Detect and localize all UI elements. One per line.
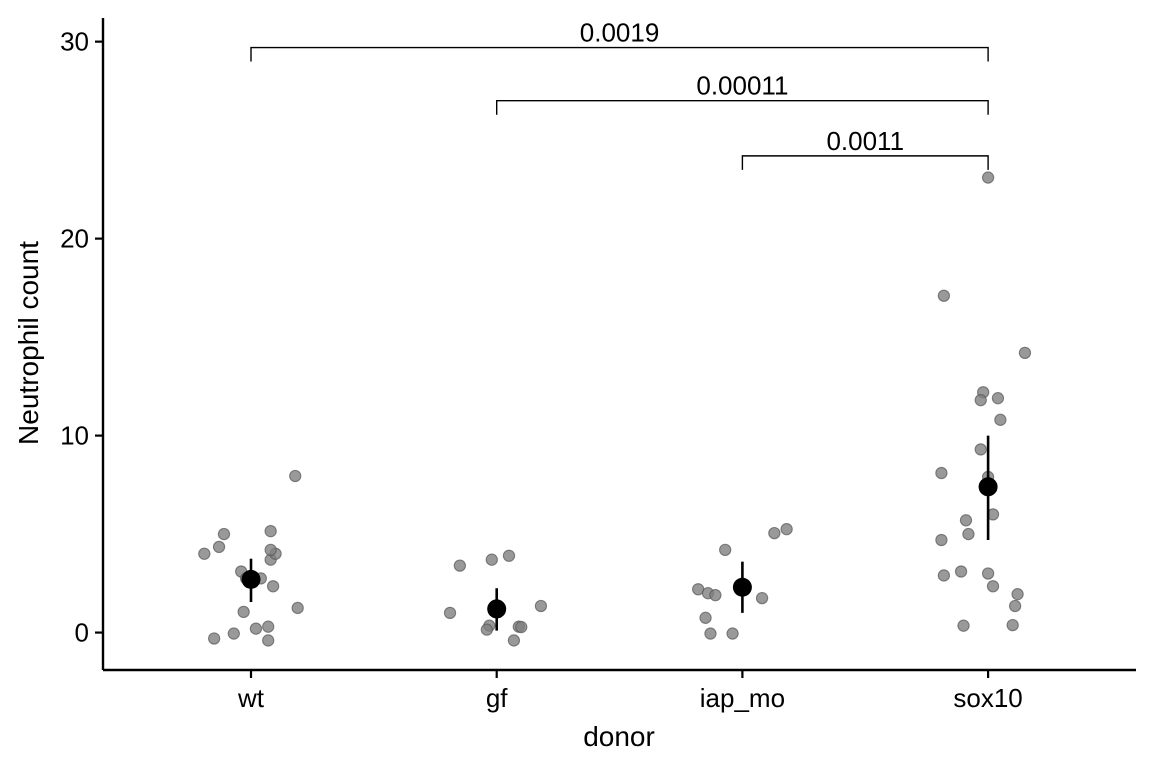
data-point: [249, 622, 263, 635]
data-point: [935, 466, 948, 480]
summary-markers: [241, 435, 998, 631]
y-axis-title: Neutrophil count: [13, 241, 44, 445]
data-point: [954, 565, 968, 578]
x-tick-label: gf: [486, 683, 508, 713]
x-tick-label: wt: [237, 683, 265, 713]
data-point: [780, 523, 793, 536]
data-point: [959, 514, 973, 527]
comparison-brackets: 0.0019 0.00011 0.0011: [250, 18, 989, 170]
data-point: [480, 623, 494, 636]
y-tick-label: 0: [75, 618, 89, 648]
data-point: [453, 559, 466, 572]
data-point: [264, 543, 277, 556]
data-point: [981, 171, 995, 184]
y-axis-ticks: 0 10 20 30: [60, 27, 103, 648]
mean-point: [487, 599, 507, 619]
data-point: [217, 527, 231, 541]
data-point: [699, 611, 712, 624]
data-point: [994, 413, 1007, 426]
data-point: [991, 392, 1005, 405]
data-point: [1008, 599, 1022, 613]
data-point: [291, 601, 304, 615]
data-point: [207, 632, 221, 645]
mean-point: [732, 577, 752, 597]
data-point: [443, 606, 457, 620]
p-value-label: 0.0019: [580, 18, 660, 48]
data-point: [264, 524, 277, 538]
data-point: [937, 569, 951, 582]
data-point: [266, 580, 280, 593]
mean-point: [241, 569, 261, 589]
data-point: [937, 289, 951, 302]
data-point: [507, 634, 521, 647]
x-tick-label: sox10: [953, 683, 1022, 713]
data-point: [957, 619, 970, 632]
data-point: [515, 620, 528, 634]
p-value-label: 0.0011: [826, 126, 904, 156]
data-point: [212, 540, 226, 554]
y-tick-label: 10: [60, 421, 89, 451]
comparison-bracket: [250, 46, 989, 62]
data-point: [502, 549, 516, 562]
data-point: [262, 634, 275, 647]
y-tick-label: 30: [60, 27, 89, 57]
p-value-label: 0.00011: [696, 71, 788, 101]
data-point: [485, 553, 498, 566]
data-point: [289, 469, 302, 483]
comparison-bracket: [741, 155, 989, 170]
data-point: [726, 627, 739, 640]
mean-point: [978, 477, 998, 497]
data-point: [709, 588, 722, 602]
data-point: [262, 620, 275, 633]
data-point: [768, 526, 781, 540]
data-point: [719, 543, 732, 556]
data-point: [237, 605, 250, 619]
x-axis-ticks: wt gf iap_mo sox10: [237, 670, 1023, 713]
x-axis-title: donor: [583, 721, 655, 752]
data-point: [974, 443, 987, 456]
data-point: [534, 599, 548, 613]
axes: 0 10 20 30 wt gf iap_mo sox10: [60, 18, 1136, 713]
data-point: [1006, 618, 1019, 632]
data-point: [755, 591, 769, 605]
data-point: [198, 547, 211, 560]
data-point: [704, 627, 717, 640]
data-point: [227, 627, 240, 640]
data-point: [1011, 588, 1024, 601]
comparison-bracket: [496, 100, 989, 115]
data-points: [198, 171, 1032, 647]
x-tick-label: iap_mo: [700, 683, 785, 713]
y-tick-label: 20: [60, 224, 89, 254]
data-point: [986, 580, 1000, 593]
data-point: [981, 567, 995, 580]
data-point: [935, 533, 948, 547]
data-point: [1018, 346, 1032, 360]
data-point: [974, 393, 987, 407]
data-point: [962, 527, 975, 541]
